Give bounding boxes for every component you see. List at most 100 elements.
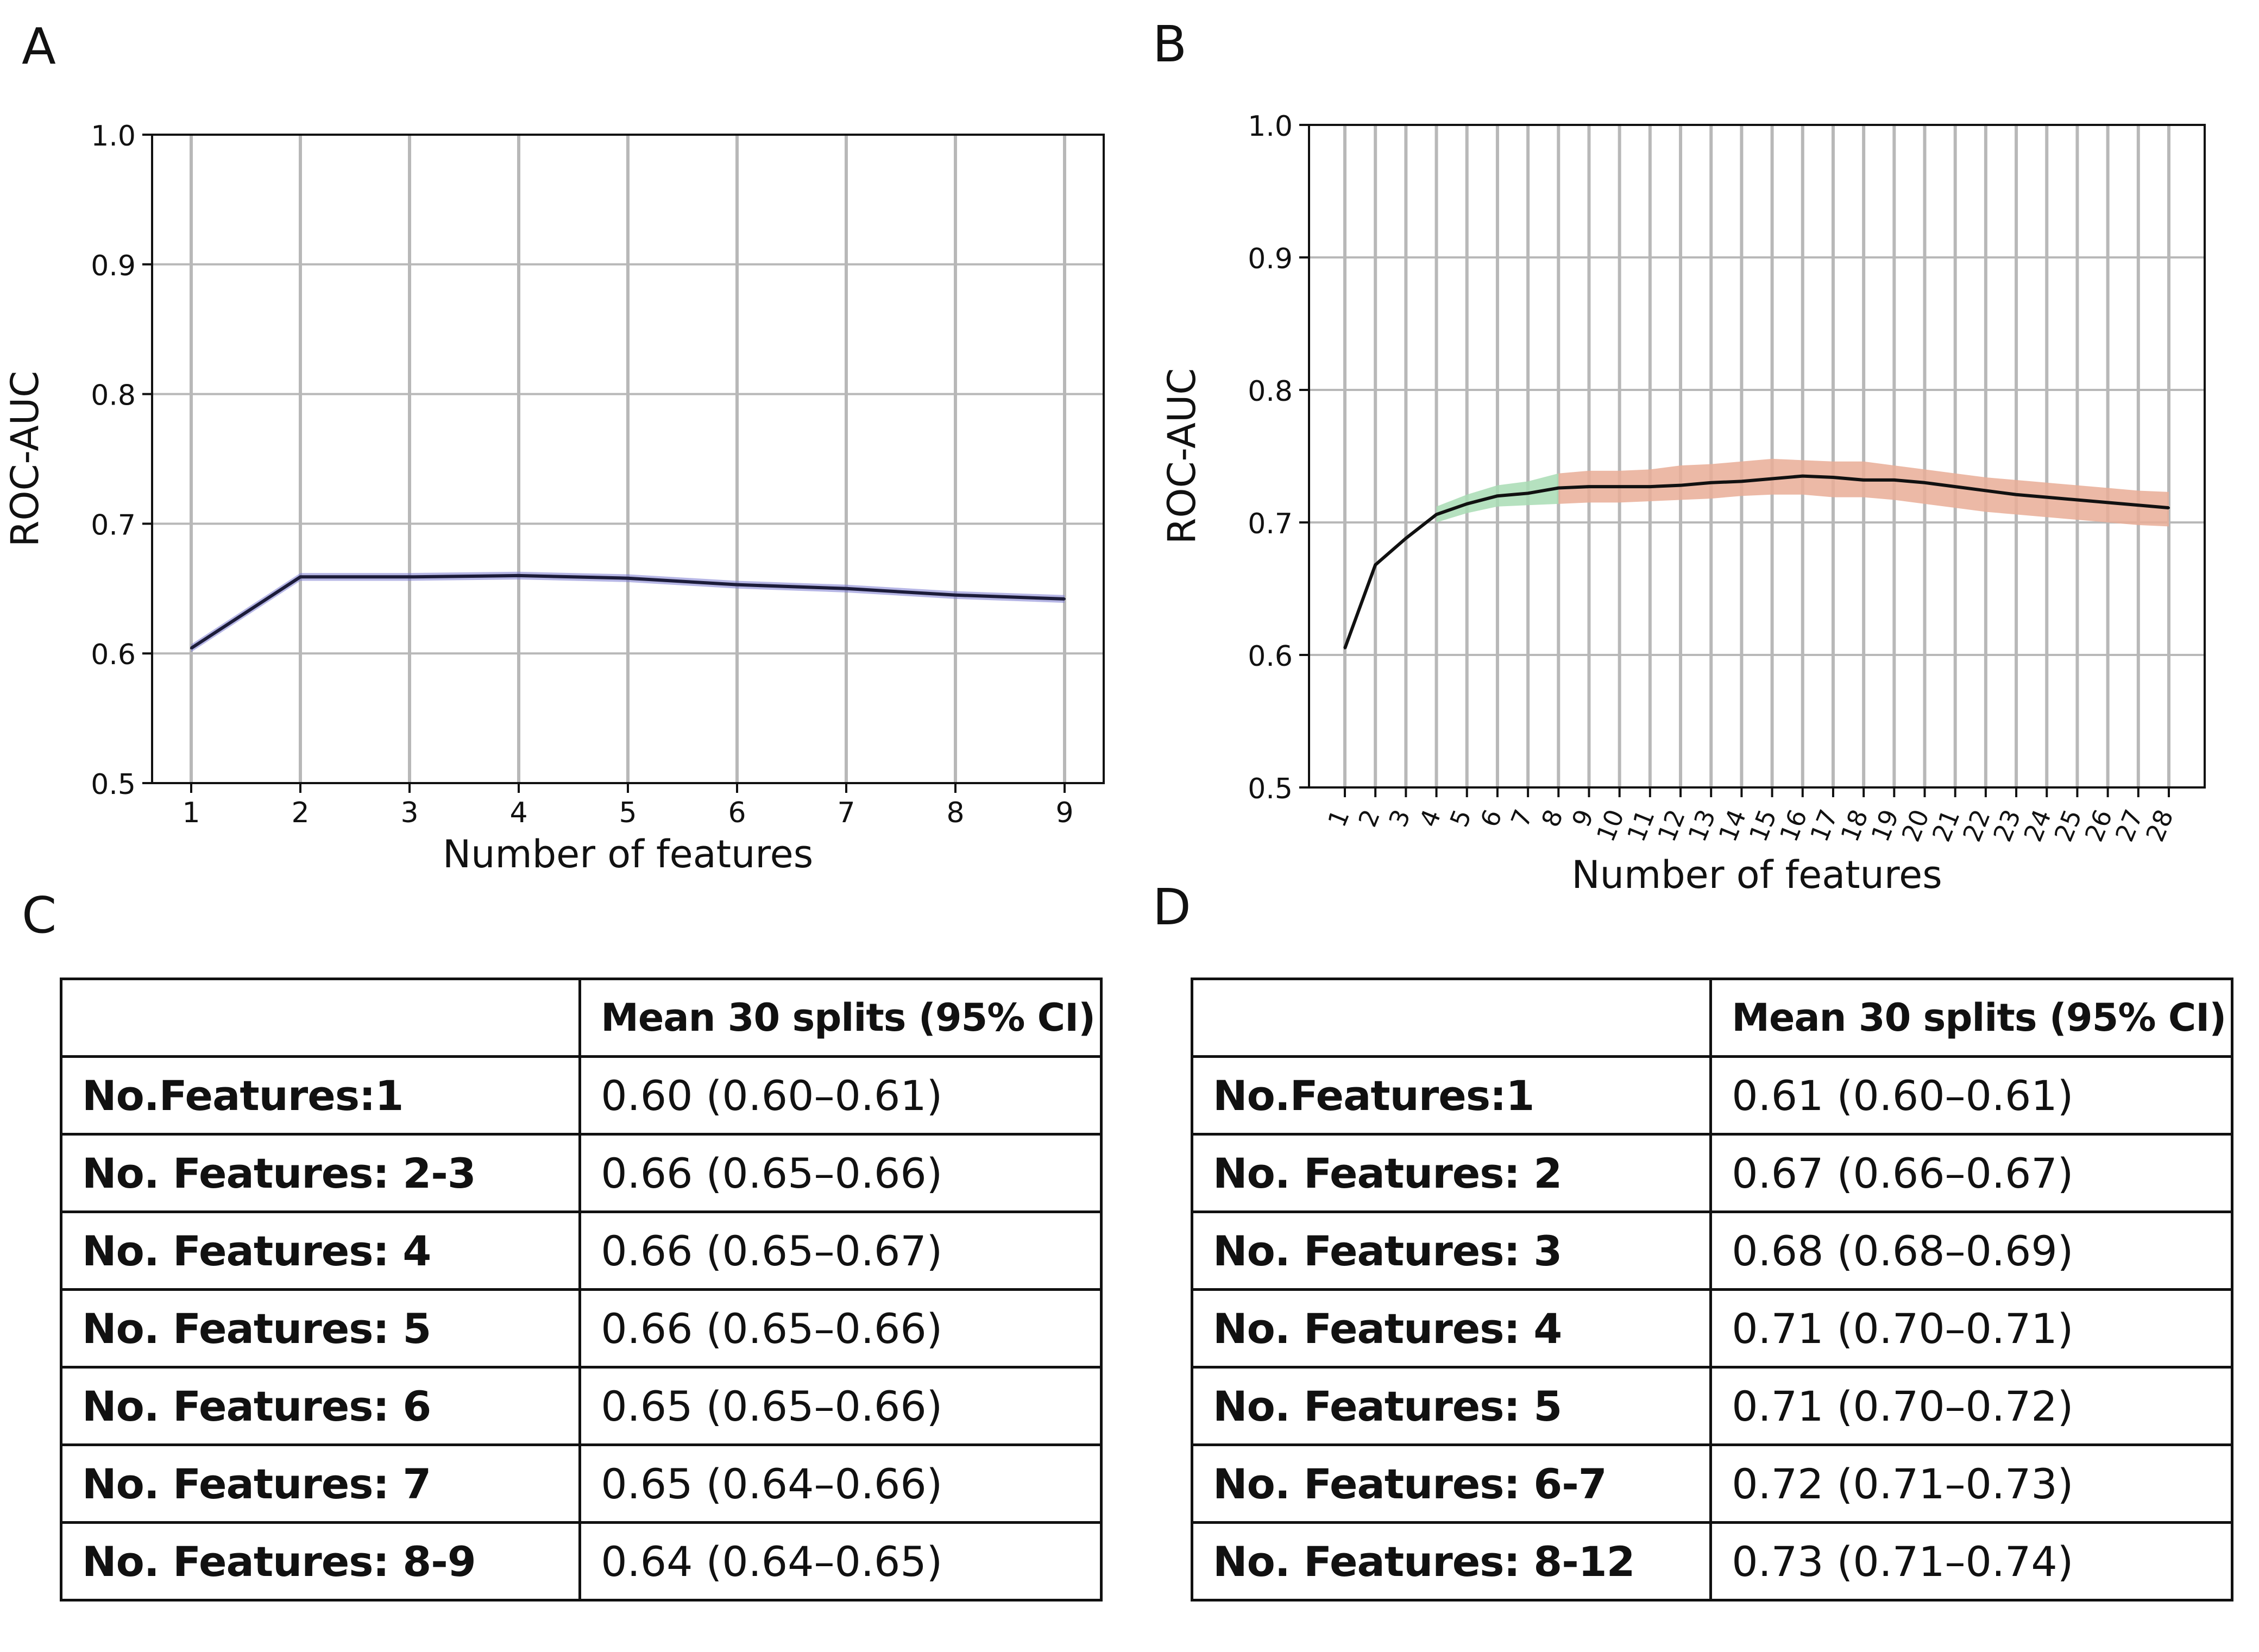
data-point xyxy=(1923,481,1926,484)
row-label-cell: No. Features: 5 xyxy=(1190,1366,1713,1446)
confidence-band xyxy=(1558,458,2169,527)
table-row: No. Features: 5 0.66 (0.65–0.66) xyxy=(59,1288,1103,1369)
chart-b-x-ticks: 1234567891011121314151617181920212223242… xyxy=(1322,787,2179,846)
x-tick-label: 5 xyxy=(1444,805,1477,831)
x-tick-label: 1 xyxy=(1322,805,1355,831)
data-point xyxy=(845,587,847,590)
x-tick-label: 19 xyxy=(1865,805,1904,846)
table-row: No. Features: 8-12 0.73 (0.71–0.74) xyxy=(1190,1521,2233,1601)
x-tick-label: 22 xyxy=(1957,805,1996,846)
panel-letter-a: A xyxy=(22,17,56,75)
chart-b-band xyxy=(1436,458,2169,527)
x-tick-label: 4 xyxy=(509,797,527,829)
data-point xyxy=(518,574,520,577)
row-label-cell: No. Features: 6-7 xyxy=(1190,1443,1713,1524)
x-tick-label: 5 xyxy=(619,797,637,829)
x-tick-label: 8 xyxy=(1536,805,1569,831)
data-point xyxy=(1679,484,1682,487)
data-point xyxy=(1435,513,1438,516)
table-row: No. Features: 3 0.68 (0.68–0.69) xyxy=(1190,1210,2233,1291)
panel-letter-c: C xyxy=(22,886,57,944)
chart-a-y-ticks: 0.5 0.6 0.7 0.8 0.9 1.0 xyxy=(91,120,152,801)
y-tick-label: 0.7 xyxy=(91,509,136,541)
x-tick-label: 23 xyxy=(1987,805,2027,846)
table-row: No. Features: 6-7 0.72 (0.71–0.73) xyxy=(1190,1443,2233,1524)
row-label-cell: No. Features: 4 xyxy=(59,1210,582,1291)
y-tick-label: 0.6 xyxy=(1248,640,1293,673)
series-line xyxy=(1343,474,2169,649)
x-tick-label: 10 xyxy=(1591,805,1630,846)
row-label-cell: No.Features:1 xyxy=(1190,1055,1713,1136)
data-point xyxy=(1405,537,1407,540)
data-point xyxy=(954,594,957,596)
table-row: No.Features:1 0.61 (0.60–0.61) xyxy=(1190,1055,2233,1136)
x-tick-label: 8 xyxy=(946,797,964,829)
data-point xyxy=(1064,597,1066,600)
data-point xyxy=(1893,478,1896,481)
x-tick-label: 6 xyxy=(728,797,746,829)
data-point xyxy=(1344,647,1346,650)
row-label-cell: No. Features: 2-3 xyxy=(59,1133,582,1213)
data-point xyxy=(1557,487,1560,489)
chart-a: 0.5 0.6 0.7 0.8 0.9 1.0 1 2 3 4 5 6 7 8 9 Number of f… xyxy=(3,120,1105,877)
data-point xyxy=(2168,507,2170,509)
table-c: Mean 30 splits (95% CI) No.Features:1 0.60… xyxy=(59,978,1103,1601)
data-point xyxy=(1954,485,1956,488)
x-tick-label: 21 xyxy=(1927,805,1966,846)
value-cell: 0.65 (0.65–0.66) xyxy=(578,1366,1103,1446)
x-tick-label: 13 xyxy=(1682,805,1721,846)
value-cell: 0.66 (0.65–0.67) xyxy=(578,1210,1103,1291)
x-tick-label: 6 xyxy=(1475,805,1508,831)
y-tick-label: 0.6 xyxy=(91,639,136,671)
data-point xyxy=(2015,493,2018,496)
value-cell: 0.67 (0.66–0.67) xyxy=(1709,1133,2233,1213)
chart-b-line xyxy=(1343,474,2170,650)
chart-a-x-axis-label: Number of features xyxy=(443,832,813,877)
value-cell: 0.72 (0.71–0.73) xyxy=(1709,1443,2233,1524)
row-label-cell: No.Features:1 xyxy=(59,1055,582,1136)
table-row: No. Features: 8-9 0.64 (0.64–0.65) xyxy=(59,1521,1103,1601)
data-point xyxy=(1984,489,1987,492)
chart-a-x-ticks: 1 2 3 4 5 6 7 8 9 xyxy=(182,783,1074,829)
data-point xyxy=(2106,501,2109,504)
data-point xyxy=(190,647,192,650)
chart-a-band xyxy=(191,571,1065,652)
header-cell: Mean 30 splits (95% CI) xyxy=(578,978,1103,1058)
header-empty-cell xyxy=(59,978,582,1058)
data-point xyxy=(299,576,301,578)
row-label-cell: No. Features: 7 xyxy=(59,1443,582,1524)
chart-a-y-axis-label: ROC-AUC xyxy=(3,371,47,547)
x-tick-label: 2 xyxy=(291,797,309,829)
x-tick-label: 17 xyxy=(1804,805,1843,846)
chart-b-frame xyxy=(1308,124,2206,789)
chart-b-grid xyxy=(1309,124,2205,789)
data-point xyxy=(1648,485,1651,488)
value-cell: 0.66 (0.65–0.66) xyxy=(578,1288,1103,1369)
x-tick-label: 18 xyxy=(1835,805,1874,846)
y-tick-label: 0.8 xyxy=(1248,375,1293,408)
x-tick-label: 12 xyxy=(1652,805,1691,846)
header-empty-cell xyxy=(1190,978,1713,1058)
confidence-band xyxy=(191,571,1065,652)
table-header-row: Mean 30 splits (95% CI) xyxy=(1190,978,2233,1058)
value-cell: 0.65 (0.64–0.66) xyxy=(578,1443,1103,1524)
y-tick-label: 0.5 xyxy=(91,768,136,801)
table-row: No. Features: 2 0.67 (0.66–0.67) xyxy=(1190,1133,2233,1213)
table-row: No. Features: 4 0.66 (0.65–0.67) xyxy=(59,1210,1103,1291)
table-header-row: Mean 30 splits (95% CI) xyxy=(59,978,1103,1058)
table-d-body: Mean 30 splits (95% CI) No.Features:1 0.61… xyxy=(1190,978,2233,1601)
value-cell: 0.71 (0.70–0.71) xyxy=(1709,1288,2233,1369)
row-label-cell: No. Features: 3 xyxy=(1190,1210,1713,1291)
table-row: No. Features: 5 0.71 (0.70–0.72) xyxy=(1190,1366,2233,1446)
chart-b: 0.50.60.70.80.91.0 123456789101112131415… xyxy=(1160,110,2206,897)
value-cell: 0.61 (0.60–0.61) xyxy=(1709,1055,2233,1136)
panel-letter-b: B xyxy=(1153,15,1187,73)
y-tick-label: 0.7 xyxy=(1248,508,1293,540)
y-tick-label: 0.5 xyxy=(1248,773,1293,805)
x-tick-label: 3 xyxy=(1383,805,1416,831)
panel-letter-d: D xyxy=(1153,878,1191,936)
data-point xyxy=(627,577,629,579)
y-tick-label: 0.8 xyxy=(91,380,136,412)
data-point xyxy=(1801,475,1804,477)
data-point xyxy=(1832,476,1834,479)
